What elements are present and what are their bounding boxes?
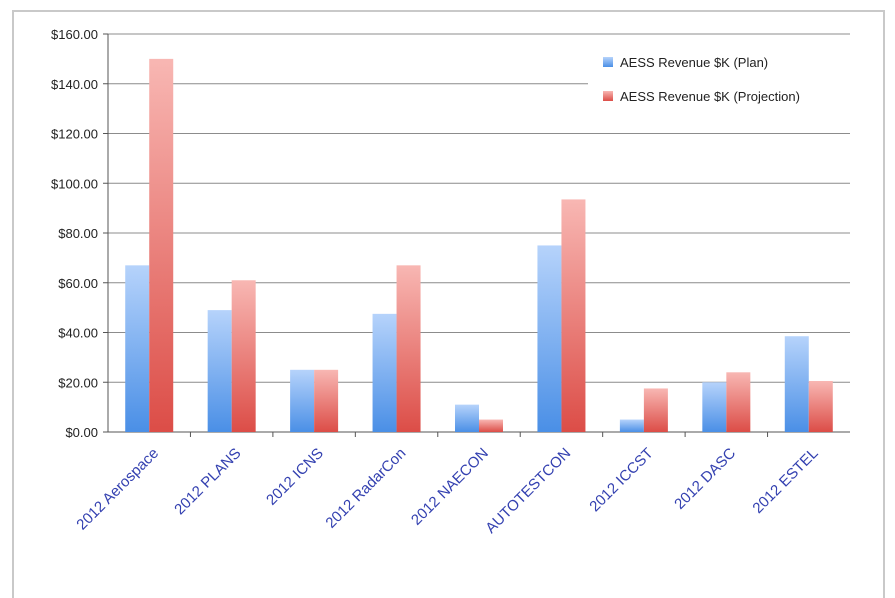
bar-plan — [372, 313, 397, 432]
y-tick-label: $0.00 — [65, 425, 98, 440]
bar-plan — [455, 404, 479, 432]
y-tick-label: $140.00 — [51, 77, 98, 92]
y-tick-label: $60.00 — [58, 276, 98, 291]
x-tick-label: AUTOTESTCON — [482, 445, 574, 537]
legend: AESS Revenue $K (Plan) AESS Revenue $K (P… — [588, 46, 850, 112]
bar-projection — [149, 58, 174, 432]
bars — [125, 58, 833, 432]
bar-projection — [314, 369, 339, 432]
x-tick-label: 2012 NAECON — [408, 445, 492, 529]
x-tick-label: 2012 ICCST — [586, 445, 656, 515]
bar-projection — [726, 372, 751, 432]
y-tick-label: $160.00 — [51, 27, 98, 42]
bar-plan — [125, 265, 150, 432]
x-tick-label: 2012 ICNS — [263, 445, 327, 509]
y-tick-label: $120.00 — [51, 127, 98, 142]
bar-projection — [561, 199, 586, 432]
legend-label: AESS Revenue $K (Projection) — [620, 89, 800, 104]
legend-swatch — [603, 91, 613, 101]
bar-projection — [643, 388, 668, 432]
bar-projection — [231, 280, 256, 432]
y-tick-label: $20.00 — [58, 375, 98, 390]
bar-projection — [479, 419, 503, 432]
bar-plan — [784, 336, 809, 432]
bar-plan — [537, 245, 562, 432]
y-tick-label: $40.00 — [58, 326, 98, 341]
x-tick-label: 2012 ESTEL — [749, 445, 821, 517]
x-tick-label: 2012 PLANS — [171, 445, 244, 518]
x-tick-label: 2012 Aerospace — [73, 445, 162, 534]
y-tick-labels: $0.00 $20.00 $40.00 $60.00 $80.00 $100.00 $120… — [51, 27, 98, 440]
bar-plan — [290, 369, 315, 432]
legend-box — [588, 46, 850, 112]
bar-plan — [702, 382, 727, 432]
bar-projection — [396, 265, 421, 432]
bar-plan — [619, 419, 644, 432]
legend-label: AESS Revenue $K (Plan) — [620, 55, 768, 70]
x-tick-label: 2012 DASC — [671, 445, 739, 513]
x-tick-label: 2012 RadarCon — [322, 445, 409, 532]
y-tick-label: $100.00 — [51, 176, 98, 191]
y-tick-label: $80.00 — [58, 226, 98, 241]
legend-swatch — [603, 57, 613, 67]
bar-plan — [207, 310, 232, 432]
bar-projection — [808, 381, 833, 432]
